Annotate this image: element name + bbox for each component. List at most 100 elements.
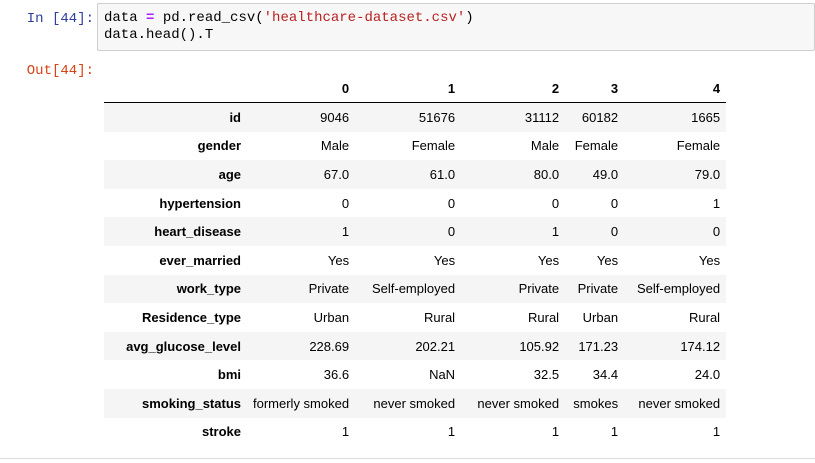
- column-header: 1: [355, 74, 462, 103]
- table-row: hypertension 0 0 0 0 1: [104, 189, 726, 218]
- row-label: bmi: [217, 367, 241, 383]
- row-label: age: [218, 166, 241, 182]
- code-call: pd.read_csv(: [162, 10, 264, 26]
- table-cell: 105.92: [519, 338, 560, 354]
- table-cell: Male: [530, 138, 560, 154]
- table-cell: Female: [676, 138, 721, 154]
- table-cell: Yes: [327, 252, 350, 268]
- table-cell: Self-employed: [371, 281, 456, 297]
- table-cell: Yes: [433, 252, 456, 268]
- table-cell: Rural: [424, 309, 456, 325]
- table-row: gender Male Female Male Female Female: [104, 132, 726, 161]
- table-cell: 36.6: [323, 367, 350, 383]
- table-row: heart_disease 1 0 1 0 0: [104, 217, 727, 246]
- table-cell: Private: [577, 281, 619, 297]
- table-row: bmi 36.6 NaN 32.5 34.4 24.0: [104, 360, 726, 389]
- table-cell: Yes: [537, 252, 560, 268]
- code-operator: =: [137, 10, 163, 26]
- table-cell: 0: [447, 224, 456, 240]
- table-cell: 0: [610, 195, 619, 211]
- table-cell: Yes: [698, 252, 721, 268]
- table-cell: 31112: [524, 109, 560, 125]
- table-cell: 1: [341, 424, 350, 440]
- table-cell: 1: [712, 195, 721, 211]
- row-label: gender: [197, 138, 241, 154]
- table-cell: 60182: [581, 109, 619, 125]
- table-row: avg_glucose_level 228.69 202.21 105.92 171.2…: [104, 331, 727, 361]
- table-row: stroke 1 1 1 1 1: [104, 418, 726, 447]
- table-cell: 32.5: [533, 367, 560, 383]
- table-cell: 1: [551, 424, 560, 440]
- table-cell: 0: [610, 224, 619, 240]
- table-cell: 79.0: [694, 166, 721, 182]
- table-cell: Male: [320, 138, 350, 154]
- table-cell: Urban: [313, 309, 350, 325]
- table-cell: 1665: [691, 109, 721, 125]
- row-label: work_type: [176, 281, 241, 297]
- table-cell: 34.4: [592, 367, 619, 383]
- table-cell: Yes: [596, 252, 619, 268]
- row-label: hypertension: [159, 195, 241, 211]
- table-cell: 202.21: [415, 338, 456, 354]
- column-header: 4: [624, 74, 727, 103]
- table-cell: formerly smoked: [253, 395, 350, 411]
- table-row: Residence_type Urban Rural Rural Urban Rural: [104, 303, 726, 332]
- code-string: 'healthcare-dataset.csv': [263, 10, 466, 26]
- table-cell: Female: [574, 138, 619, 154]
- row-label: id: [229, 109, 241, 125]
- table-row: smoking_status formerly smoked never smoke…: [104, 388, 727, 418]
- table-cell: 9046: [320, 109, 350, 125]
- table-row: age 67.0 61.0 80.0 49.0 79.0: [104, 160, 727, 189]
- table-cell: never smoked: [373, 395, 456, 411]
- row-label: smoking_status: [142, 395, 241, 411]
- cell-divider: [0, 458, 815, 459]
- table-row: ever_married Yes Yes Yes Yes Yes: [104, 246, 726, 275]
- row-label: heart_disease: [154, 224, 241, 240]
- table-cell: Private: [308, 281, 350, 297]
- table-cell: 61.0: [429, 166, 456, 182]
- table-cell: 0: [341, 195, 350, 211]
- code-close: ): [465, 10, 474, 26]
- row-label: stroke: [201, 424, 241, 440]
- table-cell: 174.12: [680, 338, 721, 354]
- code-input-area[interactable]: data = pd.read_csv('healthcare-dataset.c…: [97, 3, 815, 51]
- column-header: 0: [247, 74, 356, 103]
- table-cell: 80.0: [533, 166, 560, 182]
- table-cell: 0: [712, 224, 721, 240]
- table-cell: 1: [610, 424, 619, 440]
- code-var: data: [104, 10, 138, 26]
- table-cell: Private: [518, 281, 560, 297]
- table-cell: 228.69: [309, 338, 350, 354]
- table-cell: NaN: [429, 367, 456, 383]
- code-line-2: data.head().T: [104, 27, 214, 43]
- code-editor[interactable]: data = pd.read_csv('healthcare-dataset.c…: [104, 10, 474, 44]
- table-cell: 1: [447, 424, 456, 440]
- table-cell: 0: [447, 195, 456, 211]
- table-cell: Rural: [528, 309, 560, 325]
- row-label: ever_married: [159, 252, 241, 268]
- table-cell: never smoked: [477, 395, 560, 411]
- row-label: Residence_type: [142, 309, 241, 325]
- table-cell: 1: [712, 424, 721, 440]
- row-label: avg_glucose_level: [126, 338, 241, 354]
- table-row: id 9046 51676 31112 60182 1665: [104, 102, 727, 132]
- table-cell: 51676: [418, 109, 456, 125]
- table-cell: Female: [411, 138, 456, 154]
- table-cell: 1: [551, 224, 560, 240]
- table-cell: 171.23: [578, 338, 619, 354]
- table-cell: smokes: [573, 395, 619, 411]
- table-cell: 49.0: [592, 166, 619, 182]
- column-header: 2: [461, 74, 566, 103]
- table-cell: Urban: [582, 309, 619, 325]
- output-prompt: Out[44]:: [26, 63, 94, 79]
- index-header: [104, 74, 247, 103]
- table-cell: 0: [551, 195, 560, 211]
- table-cell: 67.0: [323, 166, 350, 182]
- table-cell: Self-employed: [636, 281, 721, 297]
- column-header: 3: [565, 74, 625, 103]
- table-row: work_type Private Self-employed Private Priv…: [104, 274, 727, 304]
- input-prompt: In [44]:: [26, 11, 94, 27]
- table-cell: 24.0: [694, 367, 721, 383]
